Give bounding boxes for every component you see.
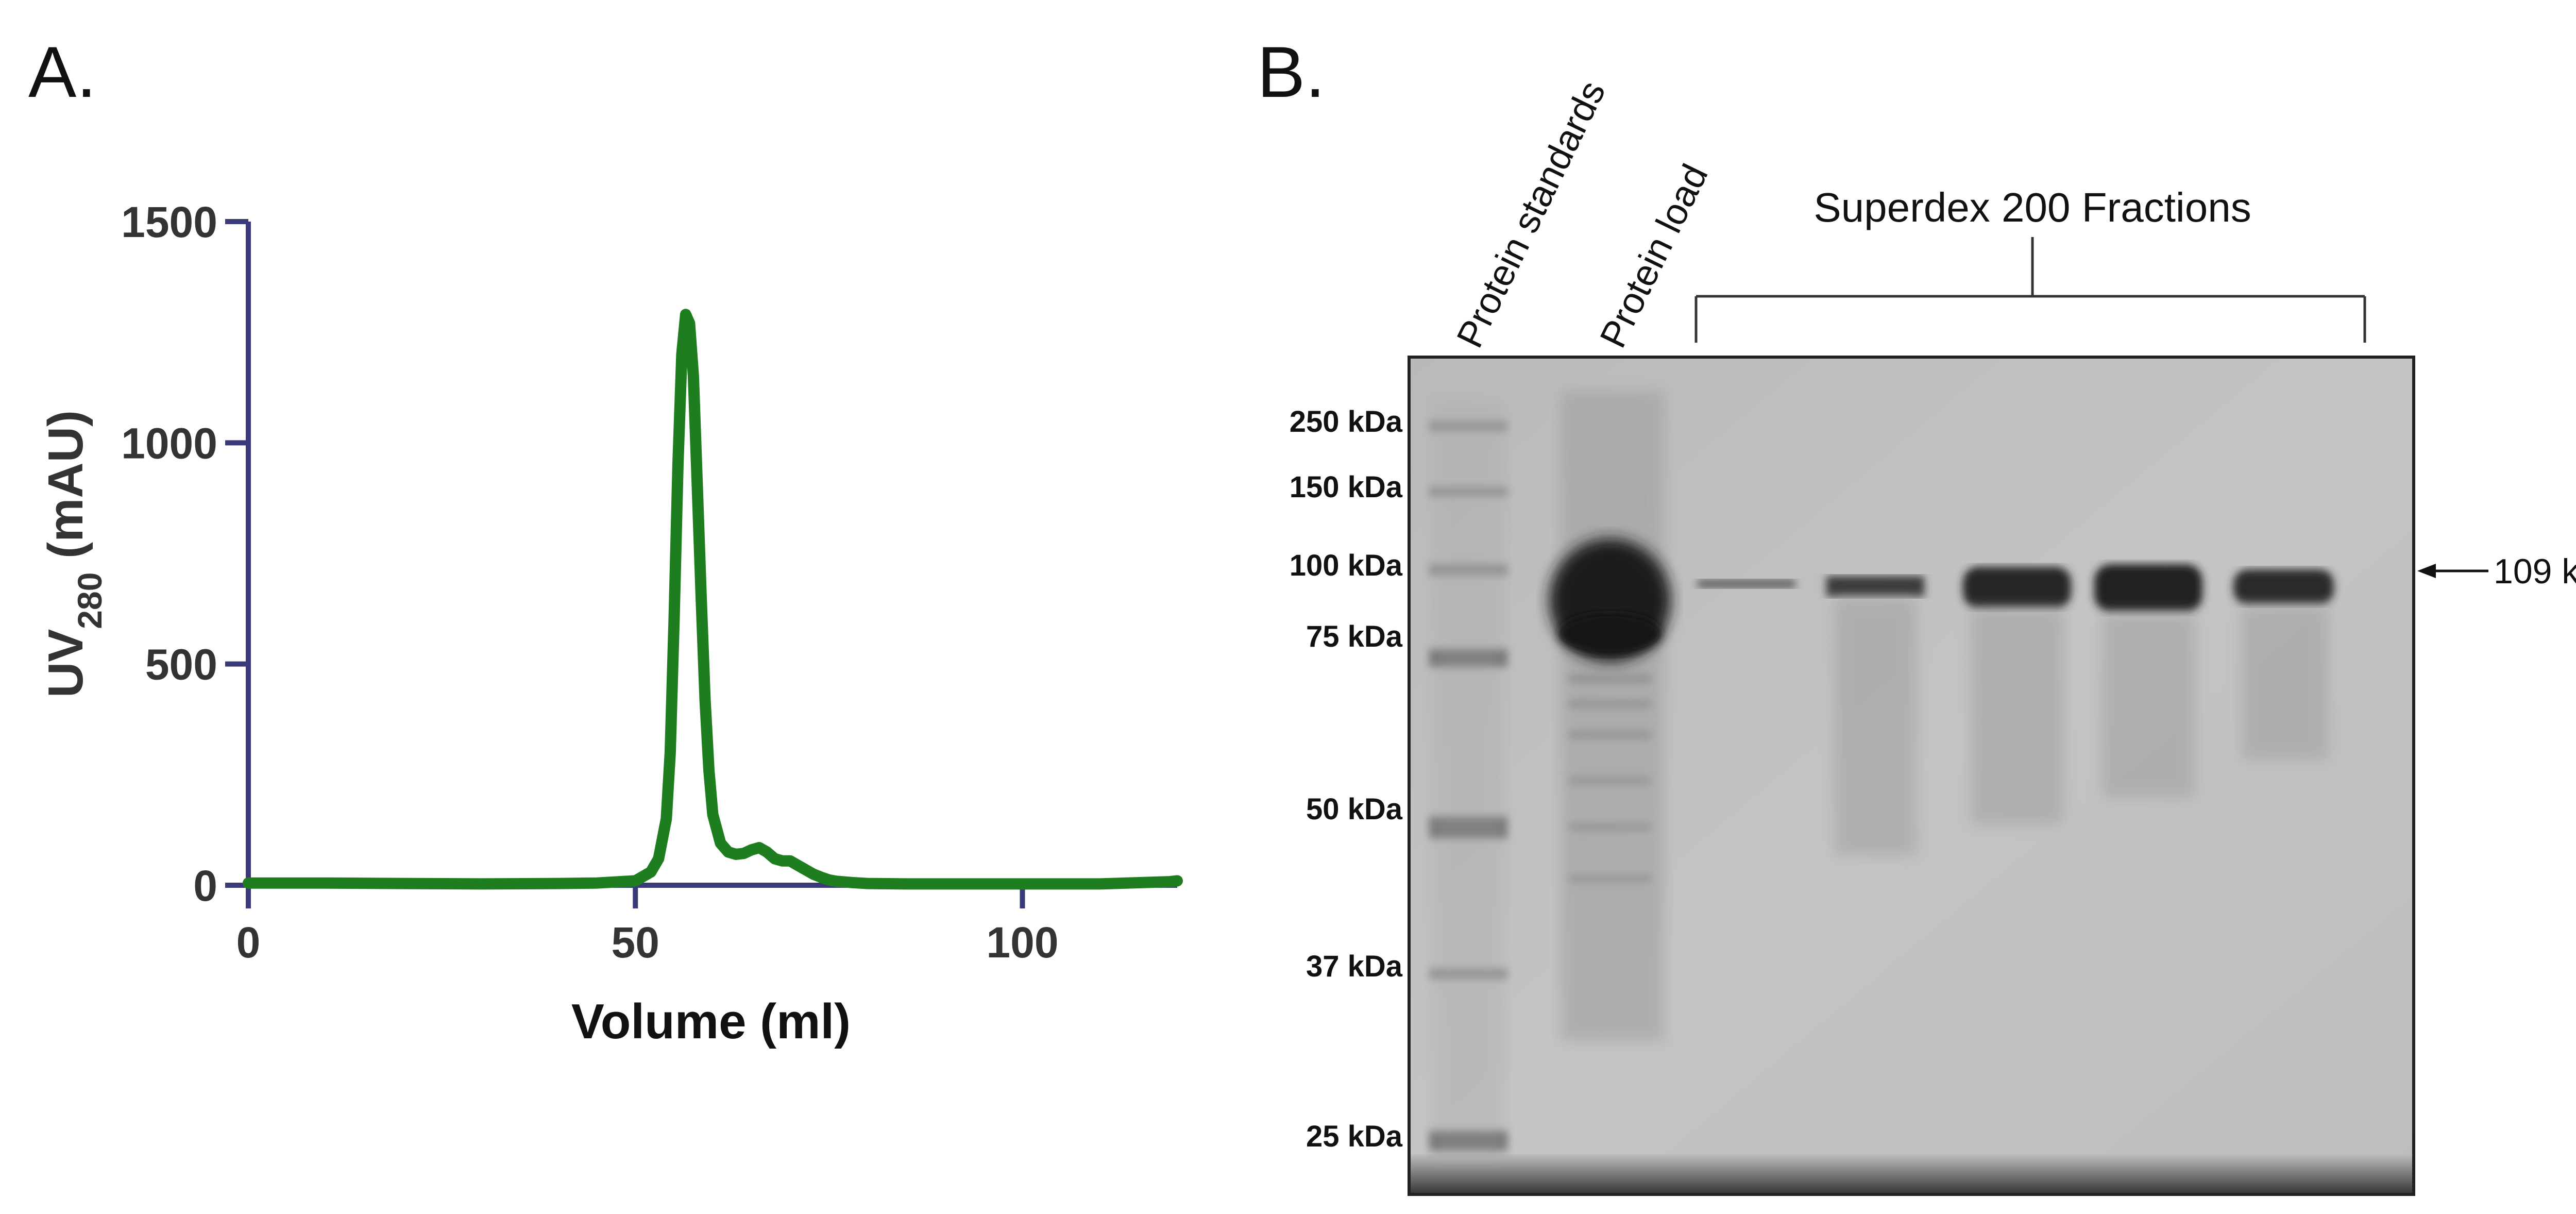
x-tick-label: 50 bbox=[612, 918, 659, 967]
marker-label: 50 kDa bbox=[1306, 793, 1403, 826]
x-axis-label: Volume (ml) bbox=[571, 994, 851, 1049]
marker-label: 150 kDa bbox=[1290, 470, 1403, 504]
fractions-group-label: Superdex 200 Fractions bbox=[1814, 184, 2251, 230]
fractions-bracket bbox=[1694, 237, 2366, 343]
marker-label: 25 kDa bbox=[1306, 1120, 1403, 1153]
panel-b-label: B. bbox=[1257, 31, 1326, 112]
chromatogram-chart: 0 500 1000 1500 0 50 100 UV280 (mAU) Volume (… bbox=[38, 198, 1183, 1049]
gel-image bbox=[1408, 356, 2415, 1196]
lane-label-protein-load: Protein load bbox=[1592, 158, 1716, 354]
lane-label-protein-standards: Protein standards bbox=[1449, 75, 1613, 354]
x-tick-label: 100 bbox=[986, 918, 1058, 967]
y-tick-label: 1500 bbox=[121, 198, 217, 246]
target-band-arrow bbox=[2417, 564, 2488, 578]
target-band-label: 109 kDa bbox=[2494, 552, 2576, 591]
series-line-uv280 bbox=[243, 309, 1183, 890]
y-tick-label: 1000 bbox=[121, 419, 217, 467]
y-axis-label: UV280 (mAU) bbox=[38, 410, 109, 698]
marker-label: 100 kDa bbox=[1290, 549, 1403, 582]
y-tick-label: 0 bbox=[193, 862, 217, 910]
y-tick-label: 500 bbox=[145, 640, 217, 689]
marker-label: 37 kDa bbox=[1306, 950, 1403, 983]
marker-label: 75 kDa bbox=[1306, 620, 1403, 653]
x-tick-label: 0 bbox=[236, 918, 261, 967]
panel-a-label: A. bbox=[28, 31, 97, 112]
marker-labels: 250 kDa 150 kDa 100 kDa 75 kDa 50 kDa 37… bbox=[1290, 405, 1403, 1153]
marker-label: 250 kDa bbox=[1290, 405, 1403, 439]
